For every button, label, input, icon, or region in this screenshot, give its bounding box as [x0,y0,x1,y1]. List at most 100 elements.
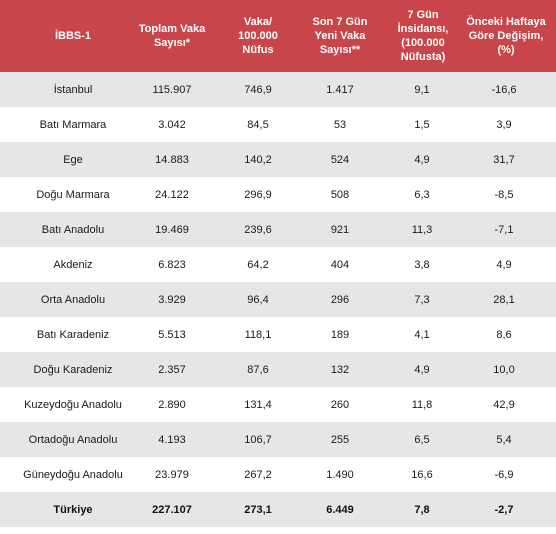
change-cell: -7,1 [494,223,514,236]
incidence-cell: 6,5 [414,433,430,446]
cases-per-100k-cell: 273,1 [244,503,272,516]
incidence-cell: 1,5 [414,118,430,131]
region-cell: Ege [63,153,83,166]
incidence-cell: 4,9 [414,153,430,166]
region-cell: Güneydoğu Anadolu [23,468,123,481]
cases-per-100k-cell: 267,2 [244,468,272,481]
change-cell: 3,9 [496,118,512,131]
cases-per-100k-cell: 296,9 [244,188,272,201]
table-row: Batı Anadolu 19.469 239,6 921 11,3 -7,1 [0,212,556,247]
header-new-cases-7d: Son 7 Gün Yeni Vaka Sayısı** [312,16,368,56]
change-cell: -16,6 [491,83,517,96]
new-cases-cell: 53 [333,118,347,131]
cases-per-100k-cell: 96,4 [247,293,269,306]
incidence-cell: 11,3 [411,223,433,236]
new-cases-cell: 404 [330,258,350,271]
region-cell: Batı Marmara [39,118,107,131]
total-cases-cell: 23.979 [155,468,189,481]
new-cases-cell: 132 [330,363,350,376]
change-cell: -8,5 [494,188,514,201]
change-cell: 8,6 [496,328,512,341]
region-cell: Akdeniz [53,258,93,271]
incidence-cell: 16,6 [411,468,433,481]
incidence-cell: 9,1 [414,83,430,96]
new-cases-cell: 296 [330,293,350,306]
new-cases-cell: 524 [330,153,350,166]
table-row: Doğu Marmara 24.122 296,9 508 6,3 -8,5 [0,177,556,212]
header-region: İBBS-1 [54,30,92,42]
cases-per-100k-cell: 84,5 [247,118,269,131]
region-cell: Batı Anadolu [41,223,105,236]
table-row: İstanbul 115.907 746,9 1.417 9,1 -16,6 [0,72,556,107]
incidence-cell: 4,9 [414,363,430,376]
cases-per-100k-cell: 106,7 [244,433,272,446]
header-cases-per-100k: Vaka/ 100.000 Nüfus [238,16,278,56]
table-row: Ege 14.883 140,2 524 4,9 31,7 [0,142,556,177]
new-cases-cell: 1.417 [326,83,354,96]
incidence-cell: 7,8 [414,503,430,516]
header-weekly-change: Önceki Haftaya Göre Değişim, (%) [466,16,546,56]
total-cases-cell: 14.883 [155,153,189,166]
table-row: Doğu Karadeniz 2.357 87,6 132 4,9 10,0 [0,352,556,387]
new-cases-cell: 1.490 [326,468,354,481]
table-row: Güneydoğu Anadolu 23.979 267,2 1.490 16,… [0,457,556,492]
table-row: Orta Anadolu 3.929 96,4 296 7,3 28,1 [0,282,556,317]
total-cases-cell: 4.193 [158,433,186,446]
region-cell: İstanbul [53,83,93,96]
change-cell: 10,0 [493,363,515,376]
table-header: İBBS-1 Toplam Vaka Sayısı* Vaka/ 100.000… [0,0,556,72]
region-cell: Kuzeydoğu Anadolu [24,398,122,411]
table-row: Batı Karadeniz 5.513 118,1 189 4,1 8,6 [0,317,556,352]
cases-per-100k-cell: 64,2 [247,258,269,271]
header-total-cases: Toplam Vaka Sayısı* [138,23,206,49]
region-cell: Ortadoğu Anadolu [28,433,118,446]
total-cases-cell: 115.907 [152,83,192,96]
new-cases-cell: 921 [330,223,350,236]
cases-per-100k-cell: 239,6 [244,223,272,236]
region-cell: Batı Karadeniz [36,328,110,341]
table-row: Kuzeydoğu Anadolu 2.890 131,4 260 11,8 4… [0,387,556,422]
change-cell: 4,9 [496,258,512,271]
change-cell: 28,1 [493,293,515,306]
total-cases-cell: 24.122 [155,188,189,201]
total-region-cell: Türkiye [53,503,93,516]
total-cases-cell: 2.357 [158,363,186,376]
cases-per-100k-cell: 746,9 [244,83,272,96]
change-cell: 31,7 [493,153,515,166]
total-row: Türkiye 227.107 273,1 6.449 7,8 -2,7 [0,492,556,527]
new-cases-cell: 260 [330,398,350,411]
region-cell: Doğu Marmara [36,188,110,201]
change-cell: 5,4 [496,433,512,446]
change-cell: -2,7 [494,503,514,516]
total-cases-cell: 19.469 [155,223,189,236]
incidence-cell: 11,8 [411,398,433,411]
total-cases-cell: 5.513 [158,328,186,341]
change-cell: -6,9 [494,468,514,481]
total-cases-cell: 2.890 [158,398,186,411]
total-cases-cell: 3.042 [158,118,186,131]
new-cases-cell: 189 [330,328,350,341]
incidence-cell: 7,3 [414,293,430,306]
region-cell: Doğu Karadeniz [33,363,113,376]
cases-per-100k-cell: 131,4 [244,398,272,411]
incidence-cell: 3,8 [414,258,430,271]
cases-per-100k-cell: 118,1 [244,328,272,341]
cases-per-100k-cell: 87,6 [247,363,269,376]
table-row: Akdeniz 6.823 64,2 404 3,8 4,9 [0,247,556,282]
table-row: Batı Marmara 3.042 84,5 53 1,5 3,9 [0,107,556,142]
incidence-cell: 4,1 [414,328,430,341]
change-cell: 42,9 [493,398,515,411]
header-incidence-7d: 7 Gün İnsidansı, (100.000 Nüfusta) [397,9,449,63]
total-cases-cell: 227.107 [152,503,192,516]
new-cases-cell: 255 [330,433,350,446]
new-cases-cell: 508 [330,188,350,201]
total-cases-cell: 6.823 [158,258,186,271]
total-cases-cell: 3.929 [158,293,186,306]
new-cases-cell: 6.449 [326,503,354,516]
incidence-cell: 6,3 [414,188,430,201]
cases-per-100k-cell: 140,2 [244,153,272,166]
region-cell: Orta Anadolu [40,293,106,306]
table-body: İstanbul 115.907 746,9 1.417 9,1 -16,6 B… [0,72,556,527]
table-row: Ortadoğu Anadolu 4.193 106,7 255 6,5 5,4 [0,422,556,457]
